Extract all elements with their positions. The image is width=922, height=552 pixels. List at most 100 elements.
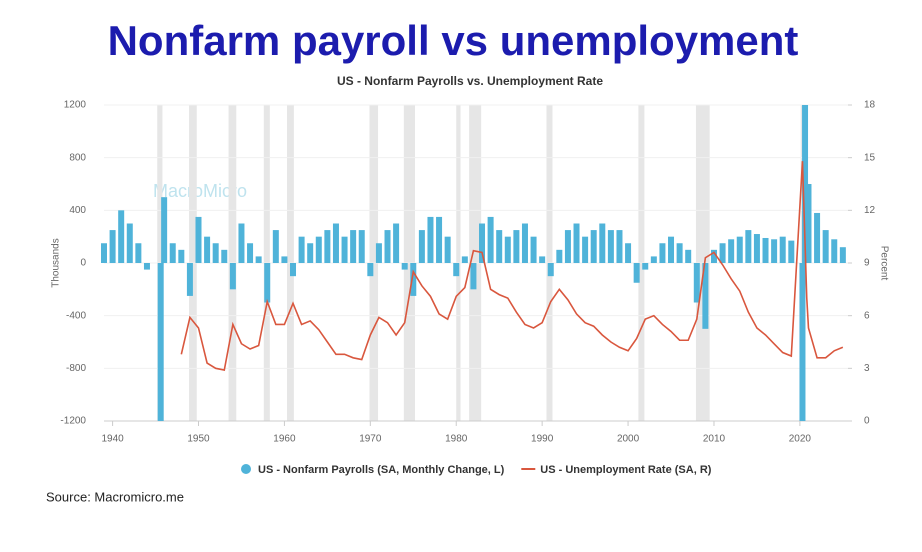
bar [264,263,271,303]
bar [573,223,580,263]
bar [504,236,511,263]
bar [676,243,683,263]
bar [427,216,434,263]
y2-axis-title: Percent [878,246,889,281]
bar [839,247,846,263]
bar [702,263,709,329]
bar [384,230,391,263]
y2-tick-label: 9 [864,258,870,269]
bar [496,230,503,263]
bar [436,216,443,263]
bar [590,230,597,263]
bar [332,223,339,263]
y2-tick-label: 0 [864,416,870,427]
x-tick-label: 1990 [531,434,554,445]
bar [582,236,589,263]
bar [169,243,176,263]
legend-label: US - Unemployment Rate (SA, R) [540,464,711,476]
chart-title: US - Nonfarm Payrolls vs. Unemployment R… [337,74,603,88]
bar [161,197,168,263]
y-tick-label: 400 [69,205,86,216]
bar [247,243,254,263]
bar [401,263,408,270]
bar [564,230,571,263]
line [180,161,844,372]
bar [186,263,193,296]
bar [470,263,477,290]
x-tick-label: 1980 [445,434,468,445]
bar [367,263,374,277]
bar [513,230,520,263]
y-tick-label: -1200 [60,416,86,427]
y-tick-label: -800 [66,363,86,374]
x-tick-label: 2020 [789,434,812,445]
bar [358,230,365,263]
legend-label: US - Nonfarm Payrolls (SA, Monthly Chang… [258,464,505,476]
y2-tick-label: 12 [864,205,876,216]
bar [195,216,202,263]
bar [625,243,632,263]
bar [607,230,614,263]
bar [831,239,838,263]
bar [710,249,717,263]
legend-swatch [241,464,251,474]
bar [616,230,623,263]
bar [728,239,735,263]
x-tick-label: 1950 [187,434,210,445]
bar [272,230,279,263]
y-tick-label: 0 [80,258,86,269]
bar [281,256,288,263]
bar [255,256,262,263]
bar [307,243,314,263]
bar [212,243,219,263]
bar [315,236,322,263]
bar [238,223,245,263]
bar [229,263,236,290]
y2-tick-label: 6 [864,310,870,321]
bar [444,236,451,263]
bar [143,263,150,270]
bar [118,210,125,263]
bar [659,243,666,263]
bar [178,249,185,263]
bar [221,249,228,263]
bar [521,223,528,263]
x-tick-label: 1970 [359,434,382,445]
bar [410,263,417,296]
y2-tick-label: 15 [864,152,876,163]
bar [753,234,760,263]
x-tick-label: 1940 [101,434,124,445]
bar [779,236,786,263]
bar [101,243,107,263]
bar [157,263,164,421]
bar [547,263,554,277]
bar [668,236,675,263]
y-tick-label: -400 [66,310,86,321]
bar [814,212,821,263]
page-title: Nonfarm payroll vs unemployment [108,17,799,64]
bar [298,236,305,263]
bar [719,243,726,263]
bar [341,236,348,263]
bar [324,230,331,263]
bar [693,263,700,303]
watermark: MacroMicro [153,181,247,201]
bar [539,256,546,263]
bar [633,263,640,283]
bar [375,243,382,263]
bar [762,237,769,263]
bar [745,230,752,263]
bar [599,223,606,263]
bar [290,263,297,277]
y-tick-label: 1200 [64,100,87,111]
x-tick-label: 1960 [273,434,296,445]
bar [771,239,778,263]
bar [109,230,116,263]
x-tick-label: 2010 [703,434,726,445]
bar [802,105,809,263]
bar [788,240,795,263]
y2-tick-label: 18 [864,100,876,111]
bar [650,256,657,263]
bar [126,223,133,263]
